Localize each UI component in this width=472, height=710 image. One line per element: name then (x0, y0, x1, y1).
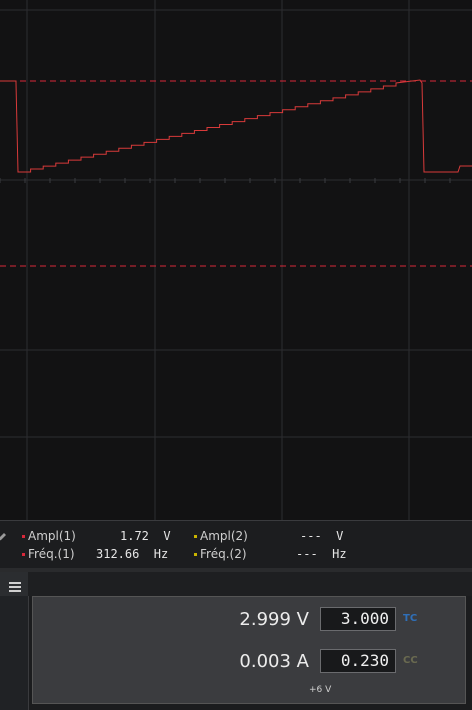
waveform-plot (0, 0, 472, 520)
oscilloscope-display[interactable] (0, 0, 472, 520)
current-mode-indicator: CC (403, 655, 418, 666)
measurement-bar: Ampl(1) 1.72 V Fréq.(1) 312.66 Hz Ampl(2… (0, 520, 472, 569)
ch1-color-dot (22, 535, 25, 538)
pencil-icon[interactable] (0, 528, 8, 541)
ch2-ampl-value: --- V (300, 529, 344, 543)
voltage-setpoint-input[interactable]: 3.000 (320, 607, 396, 631)
ch2-color-dot (194, 535, 197, 538)
ch1-freq-label[interactable]: Fréq.(1) (22, 547, 75, 561)
scope-grid (0, 0, 472, 520)
hamburger-menu-icon[interactable] (9, 578, 21, 592)
ch2-freq-value: --- Hz (296, 547, 347, 561)
ch1-ampl-value: 1.72 V (120, 529, 171, 543)
voltage-reading: 2.999 V (239, 609, 309, 630)
rail-label: +6 V (309, 685, 332, 695)
panel-header (28, 572, 472, 596)
ch1-color-dot (22, 553, 25, 556)
ch1-waveform-trace (0, 79, 472, 173)
current-setpoint-input[interactable]: 0.230 (320, 649, 396, 673)
power-supply-panel: 2.999 V 3.000 TC 0.003 A 0.230 CC +6 V (32, 596, 466, 704)
ch1-freq-value: 312.66 Hz (96, 547, 169, 561)
side-panel-header (0, 572, 28, 596)
panel-divider[interactable] (0, 568, 472, 572)
voltage-mode-indicator: TC (403, 613, 418, 624)
ch2-ampl-label[interactable]: Ampl(2) (194, 529, 248, 543)
ch2-freq-label[interactable]: Fréq.(2) (194, 547, 247, 561)
ch1-ampl-label[interactable]: Ampl(1) (22, 529, 76, 543)
side-panel-tab[interactable] (0, 572, 29, 710)
current-reading: 0.003 A (239, 651, 309, 672)
ch2-color-dot (194, 553, 197, 556)
instrument-panel: 2.999 V 3.000 TC 0.003 A 0.230 CC +6 V (0, 572, 472, 710)
